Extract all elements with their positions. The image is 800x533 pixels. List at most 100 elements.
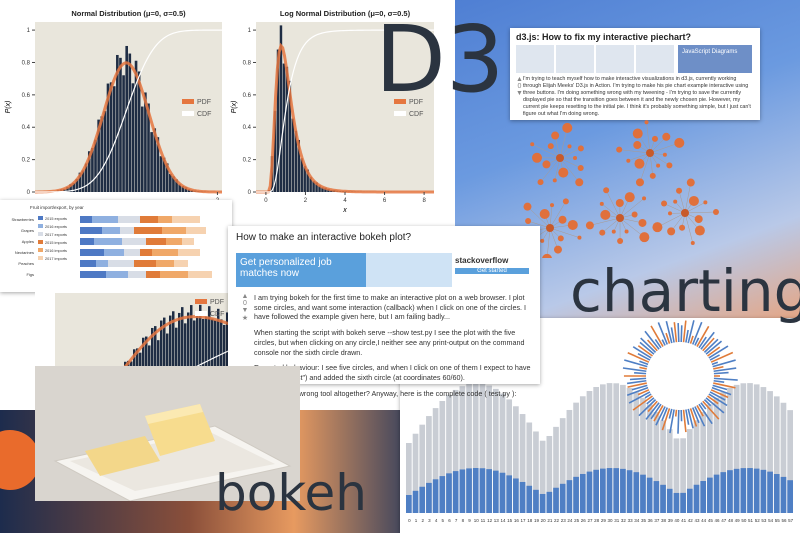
edge	[684, 211, 716, 214]
node	[551, 131, 560, 140]
x-tick-label: 2	[304, 198, 308, 204]
node	[676, 187, 683, 194]
pdf-curve	[34, 61, 223, 194]
x-tick-label: 56	[781, 518, 787, 523]
node	[530, 142, 535, 147]
y-tick-label: 0.6	[243, 93, 252, 99]
radial-bar	[657, 322, 669, 345]
ad-button[interactable]: Get started	[455, 268, 529, 274]
radial-bar	[640, 337, 657, 353]
radial-bar	[645, 402, 660, 420]
paragraph: I am trying bokeh for the first time to …	[254, 293, 527, 322]
bar-front	[673, 492, 680, 513]
radial-bar	[629, 377, 647, 381]
histogram-bar	[153, 128, 157, 192]
histogram-bar	[294, 130, 298, 192]
bar-front	[593, 469, 599, 513]
y-tick-label: 0.4	[243, 125, 252, 131]
x-tick-label: 20	[541, 518, 547, 523]
bar-front	[646, 477, 653, 513]
radial-bar	[626, 379, 647, 385]
stack-segment	[178, 249, 200, 256]
node	[599, 229, 606, 236]
node	[686, 178, 695, 187]
x-tick-label: 22	[554, 518, 560, 523]
bar-back	[613, 383, 620, 513]
histogram-bar	[144, 92, 147, 192]
hub	[546, 224, 554, 232]
legend-label: CDF	[409, 111, 423, 118]
node	[652, 222, 663, 233]
bar-front	[707, 477, 713, 513]
radial-bar	[647, 400, 658, 413]
category-label: Strawberries	[12, 217, 34, 222]
x-tick-label: 52	[755, 518, 761, 523]
bar-front	[499, 472, 506, 513]
radial-bar	[713, 367, 737, 373]
radial-bar	[698, 336, 707, 349]
histogram-bar	[78, 172, 82, 192]
bar-back	[566, 409, 573, 513]
x-tick-label: 46	[715, 518, 721, 523]
radial-bar	[646, 397, 655, 405]
stack-segment	[92, 216, 118, 223]
stack-segment	[160, 271, 188, 278]
bar-front	[539, 493, 546, 513]
x-tick-label: 11	[481, 518, 486, 523]
radial-bar	[653, 405, 664, 422]
node	[540, 238, 545, 243]
radial-bar	[628, 391, 651, 404]
bar-back	[760, 387, 767, 513]
histogram-bar	[63, 188, 66, 192]
node	[562, 122, 573, 133]
plot-area	[256, 22, 434, 192]
radial-bar	[639, 360, 649, 366]
histogram-bar	[125, 45, 128, 192]
question-title: How to make an interactive bokeh plot?	[236, 232, 412, 243]
chart-title: Fruit import/export, by year	[30, 205, 84, 210]
node	[567, 144, 572, 149]
bar-front	[419, 486, 426, 513]
stack-segment	[172, 216, 200, 223]
radial-bar	[637, 389, 650, 396]
bar-back	[780, 402, 787, 513]
bar-front	[753, 468, 760, 513]
histogram-bar	[166, 333, 169, 398]
radial-bar	[713, 382, 736, 389]
node	[638, 218, 647, 227]
stack-segment	[124, 249, 140, 256]
histogram-bar	[199, 304, 202, 398]
edge	[646, 122, 651, 154]
histogram-bar	[193, 320, 196, 398]
x-tick-label: 1	[415, 518, 418, 523]
bar-front	[680, 492, 686, 513]
bar-back	[700, 411, 707, 513]
bar-back	[546, 435, 553, 513]
cdf-curve	[256, 29, 435, 193]
question-title: d3.js: How to fix my interactive piechar…	[516, 32, 692, 42]
radial-bar	[710, 351, 734, 363]
bar-front	[586, 471, 593, 513]
x-tick-label: 25	[574, 518, 580, 523]
bar-back	[713, 397, 720, 513]
histogram-bar	[205, 316, 208, 398]
node	[632, 128, 643, 139]
bar-back	[606, 383, 613, 513]
radial-bar	[673, 322, 678, 343]
radial-bar	[708, 393, 728, 407]
x-tick-label: 57	[788, 518, 794, 523]
histogram-bar	[226, 312, 229, 398]
radial-bar	[713, 379, 725, 383]
legend-swatch	[394, 111, 406, 116]
node	[575, 178, 584, 187]
bar-front	[406, 495, 412, 513]
network-graph	[523, 120, 719, 258]
bar-front	[600, 468, 606, 513]
edge	[589, 217, 621, 226]
node	[667, 227, 676, 236]
radial-bar	[711, 386, 732, 396]
legend-swatch	[394, 99, 406, 104]
histogram-bar	[169, 315, 172, 398]
x-tick-label: 12	[487, 518, 493, 523]
radial-bar	[685, 329, 689, 343]
